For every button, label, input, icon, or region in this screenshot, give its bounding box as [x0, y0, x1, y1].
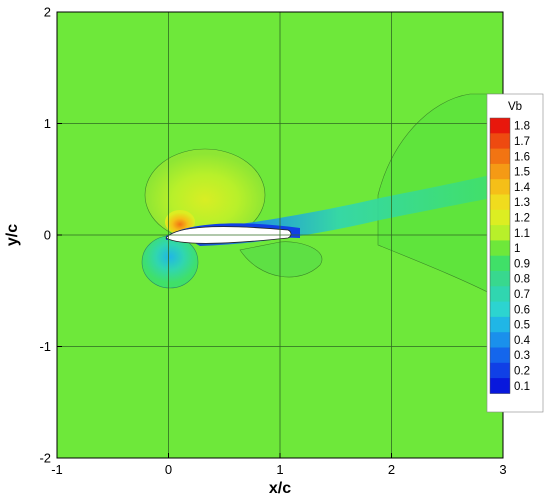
legend-title: Vb	[508, 101, 522, 113]
legend-level-label: 1.6	[514, 151, 530, 163]
legend-swatch	[490, 225, 510, 241]
legend-swatch	[490, 179, 510, 195]
legend-swatch	[490, 271, 510, 287]
legend-level-label: 1.5	[514, 167, 530, 179]
legend-level-label: 1.2	[514, 212, 530, 224]
x-tick-label: 2	[388, 462, 395, 477]
x-tick-label: 3	[499, 462, 506, 477]
legend-level-label: 1.8	[514, 121, 530, 133]
legend-level-label: 0.4	[514, 335, 531, 347]
y-tick-label: 0	[44, 228, 51, 243]
legend-swatch	[490, 209, 510, 226]
grid	[57, 12, 503, 458]
x-axis-label: x/c	[269, 480, 291, 497]
legend-level-label: 0.8	[514, 274, 530, 286]
legend-level-label: 1	[514, 243, 520, 255]
y-tick-label: 1	[44, 116, 51, 131]
legend-level-label: 0.6	[514, 304, 530, 316]
legend-level-label: 0.3	[514, 350, 530, 362]
x-tick-label: 1	[276, 462, 283, 477]
legend-swatch	[490, 255, 510, 272]
legend-level-label: 1.1	[514, 228, 530, 240]
y-tick-label: 2	[44, 5, 51, 20]
legend-level-label: 1.7	[514, 136, 530, 148]
legend-swatch	[490, 118, 510, 134]
legend-swatch	[490, 133, 510, 149]
y-axis-ticks: 2 1 0 -1 -2	[39, 5, 62, 466]
legend-level-label: 0.2	[514, 365, 530, 377]
legend-swatch	[490, 148, 510, 165]
legend-level-label: 0.1	[514, 381, 530, 393]
legend-swatch	[490, 316, 510, 333]
legend-swatch	[490, 347, 510, 364]
legend-level-label: 1.4	[514, 182, 531, 194]
x-tick-label: -1	[51, 462, 63, 477]
y-tick-label: -1	[39, 339, 51, 354]
contour-lobe-lower	[239, 241, 323, 278]
legend-swatch	[490, 163, 510, 180]
contour-low	[141, 235, 199, 289]
legend-swatch	[490, 332, 510, 348]
legend-colorbar-frame	[489, 117, 511, 394]
legend-level-label: 0.9	[514, 258, 530, 270]
contour-field	[57, 12, 503, 458]
legend-swatch	[490, 378, 510, 394]
legend-level-label: 0.5	[514, 320, 530, 332]
legend-swatch	[490, 240, 510, 257]
legend-swatch	[490, 194, 510, 211]
legend-swatches	[489, 117, 511, 394]
y-tick-label: -2	[39, 451, 51, 466]
legend: Vb 1.8 1.7 1.6 1.5 1.4 1.3 1.2 1.1 1 0.9 0.8 0.7 0.6…	[486, 93, 544, 413]
legend-level-label: 1.3	[514, 197, 530, 209]
legend-level-label: 0.7	[514, 289, 530, 301]
legend-swatch	[490, 301, 510, 318]
x-axis-ticks: -1 0 1 2 3	[51, 453, 507, 477]
x-tick-label: 0	[165, 462, 172, 477]
legend-swatch	[490, 362, 510, 379]
legend-labels: 1.8 1.7 1.6 1.5 1.4 1.3 1.2 1.1 1 0.9 0.8 0.7 0.6 0.5…	[514, 121, 531, 393]
legend-swatch	[490, 286, 510, 302]
y-axis-label: y/c	[4, 224, 21, 246]
